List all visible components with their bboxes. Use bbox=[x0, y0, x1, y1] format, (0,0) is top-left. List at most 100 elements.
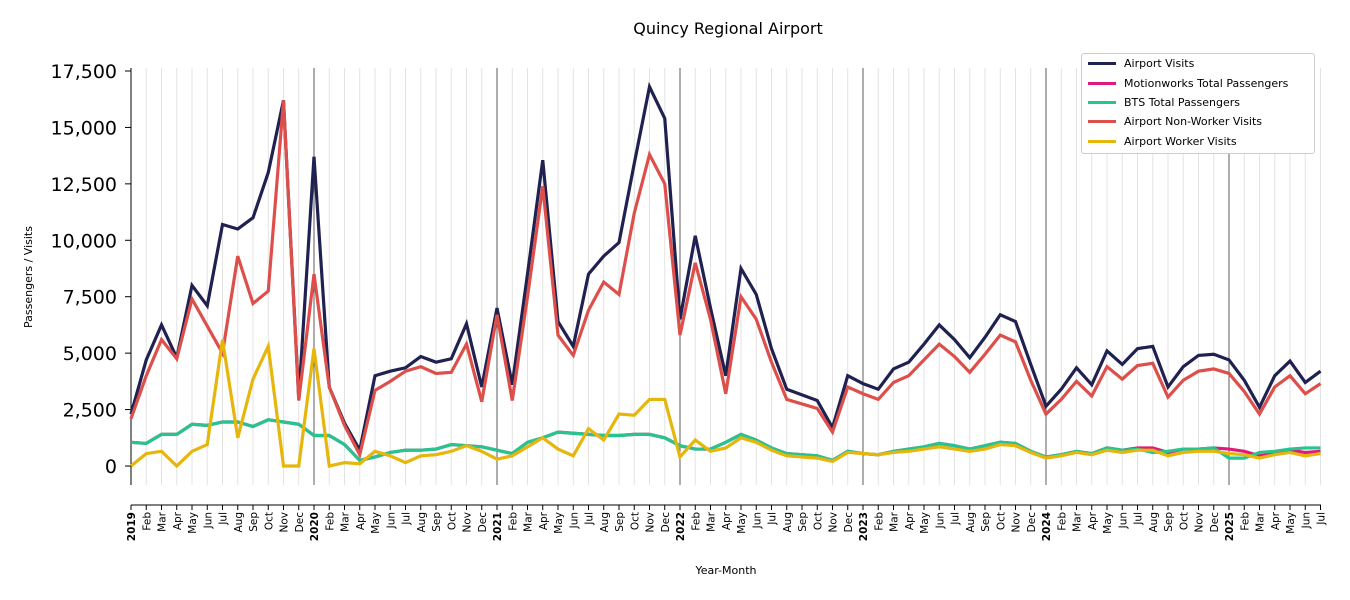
x-tick-label: 2020 bbox=[309, 512, 321, 541]
series-line-bts-total-passengers bbox=[130, 418, 1321, 463]
y-tick-label: 15,000 bbox=[51, 117, 117, 139]
x-axis-label: Year-Month bbox=[694, 564, 756, 577]
x-tick-label: Aug bbox=[233, 512, 245, 533]
series-line-airport-non-worker-visits bbox=[129, 100, 1322, 460]
legend-swatch bbox=[1088, 62, 1116, 66]
legend-item: Airport Non-Worker Visits bbox=[1082, 112, 1314, 131]
x-tick-label: 2023 bbox=[858, 512, 870, 541]
x-tick-label: Mar bbox=[340, 511, 352, 531]
x-tick-label: 2024 bbox=[1041, 512, 1053, 541]
chart-title: Quincy Regional Airport bbox=[633, 19, 823, 38]
x-tick-label: May bbox=[736, 512, 748, 534]
x-tick-label: Dec bbox=[294, 512, 306, 533]
x-tick-label: Jun bbox=[385, 512, 397, 529]
x-tick-label: Dec bbox=[1026, 512, 1038, 533]
x-tick-label: Jun bbox=[202, 512, 214, 529]
legend-swatch bbox=[1088, 120, 1116, 124]
x-tick-label: Aug bbox=[416, 512, 428, 533]
x-tick-label: Jul bbox=[767, 512, 779, 526]
x-tick-label: Mar bbox=[1072, 511, 1084, 531]
y-tick-label: 12,500 bbox=[51, 174, 117, 196]
x-tick-label: Jun bbox=[568, 512, 580, 529]
series-line-airport-worker-visits bbox=[129, 339, 1321, 469]
x-tick-label: Sep bbox=[614, 512, 626, 532]
x-tick-label: 2021 bbox=[492, 512, 504, 541]
x-tick-label: Jul bbox=[950, 512, 962, 526]
x-tick-label: Apr bbox=[721, 511, 733, 530]
legend-label: Airport Worker Visits bbox=[1124, 134, 1237, 148]
legend-item: Motionworks Total Passengers bbox=[1082, 73, 1314, 92]
x-tick-label: 2022 bbox=[675, 512, 687, 541]
x-tick-label: Feb bbox=[873, 512, 885, 531]
x-tick-label: Sep bbox=[248, 512, 260, 532]
legend-swatch bbox=[1088, 100, 1116, 104]
x-tick-label: Oct bbox=[1178, 512, 1190, 530]
legend-item: Airport Visits bbox=[1082, 54, 1314, 73]
x-tick-label: Jun bbox=[751, 512, 763, 529]
x-tick-label: May bbox=[1102, 512, 1114, 534]
x-tick-label: Jul bbox=[584, 512, 596, 526]
x-tick-label: Aug bbox=[599, 512, 611, 533]
x-tick-label: Apr bbox=[1087, 511, 1099, 530]
x-tick-label: Sep bbox=[797, 512, 809, 532]
x-tick-label: Nov bbox=[462, 512, 474, 533]
x-tick-label: Jun bbox=[1300, 512, 1312, 529]
x-tick-label: Nov bbox=[645, 512, 657, 533]
x-tick-label: Nov bbox=[1194, 512, 1206, 533]
x-tick-label: Dec bbox=[843, 512, 855, 533]
x-tick-label: Dec bbox=[477, 512, 489, 533]
legend-label: Airport Visits bbox=[1124, 57, 1195, 71]
x-tick-label: Feb bbox=[324, 512, 336, 531]
x-tick-label: Oct bbox=[263, 512, 275, 530]
y-axis-label: Passengers / Visits bbox=[22, 226, 35, 328]
x-tick-label: Jul bbox=[1133, 512, 1145, 526]
legend-swatch bbox=[1088, 81, 1116, 85]
x-tick-label: Apr bbox=[355, 511, 367, 530]
x-tick-label: Jul bbox=[218, 512, 230, 526]
y-tick-label: 5,000 bbox=[63, 343, 117, 365]
y-tick-label: 0 bbox=[105, 456, 117, 478]
x-tick-label: Feb bbox=[1239, 512, 1251, 531]
x-tick-label: Apr bbox=[538, 511, 550, 530]
x-tick-label: 2025 bbox=[1224, 512, 1236, 541]
legend-swatch bbox=[1088, 139, 1116, 143]
x-tick-label: Oct bbox=[995, 512, 1007, 530]
x-tick-label: Dec bbox=[1209, 512, 1221, 533]
legend-item: Airport Worker Visits bbox=[1082, 132, 1314, 151]
legend: Airport Visits Motionworks Total Passenge… bbox=[1081, 53, 1315, 154]
x-tick-label: Apr bbox=[172, 511, 184, 530]
x-tick-label: Aug bbox=[782, 512, 794, 533]
x-tick-label: Jul bbox=[1316, 512, 1328, 526]
x-tick-label: Aug bbox=[965, 512, 977, 533]
x-tick-label: Feb bbox=[1056, 512, 1068, 531]
x-tick-label: Mar bbox=[523, 511, 535, 531]
x-tick-label: May bbox=[553, 512, 565, 534]
x-tick-label: Feb bbox=[141, 512, 153, 531]
y-tick-label: 10,000 bbox=[51, 230, 117, 252]
y-tick-label: 7,500 bbox=[63, 287, 117, 309]
x-tick-label: Jun bbox=[934, 512, 946, 529]
y-tick-label: 17,500 bbox=[51, 61, 117, 83]
x-tick-label: May bbox=[1285, 512, 1297, 534]
x-tick-label: Sep bbox=[1163, 512, 1175, 532]
legend-label: Airport Non-Worker Visits bbox=[1124, 115, 1263, 129]
x-tick-label: Nov bbox=[279, 512, 291, 533]
x-tick-label: Feb bbox=[690, 512, 702, 531]
x-tick-label: Sep bbox=[431, 512, 443, 532]
x-tick-label: Nov bbox=[828, 512, 840, 533]
x-tick-label: Jun bbox=[1117, 512, 1129, 529]
x-tick-label: Oct bbox=[812, 512, 824, 530]
y-tick-label: 2,500 bbox=[63, 400, 117, 422]
legend-item: BTS Total Passengers bbox=[1082, 93, 1314, 112]
x-tick-label: Mar bbox=[889, 511, 901, 531]
x-tick-label: 2019 bbox=[126, 512, 138, 541]
x-tick-label: Dec bbox=[660, 512, 672, 533]
x-tick-label: May bbox=[919, 512, 931, 534]
x-tick-label: May bbox=[187, 512, 199, 534]
x-tick-label: Apr bbox=[904, 511, 916, 530]
x-tick-label: Nov bbox=[1011, 512, 1023, 533]
legend-label: Motionworks Total Passengers bbox=[1124, 76, 1289, 90]
x-tick-label: Oct bbox=[446, 512, 458, 530]
